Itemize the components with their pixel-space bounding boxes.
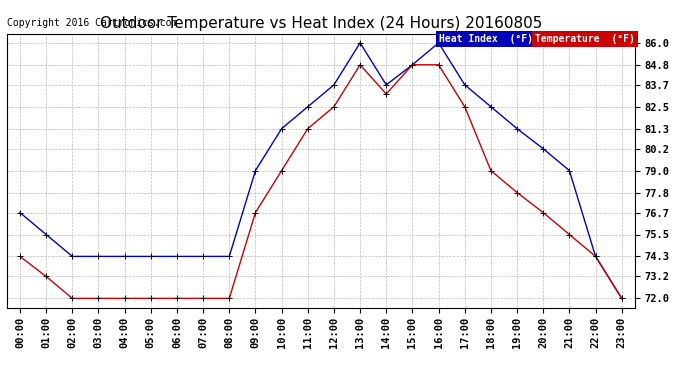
Title: Outdoor Temperature vs Heat Index (24 Hours) 20160805: Outdoor Temperature vs Heat Index (24 Ho… — [99, 16, 542, 31]
Text: Copyright 2016 Cartronics.com: Copyright 2016 Cartronics.com — [7, 18, 177, 28]
Text: Heat Index  (°F): Heat Index (°F) — [439, 34, 533, 44]
Text: Temperature  (°F): Temperature (°F) — [535, 34, 635, 44]
